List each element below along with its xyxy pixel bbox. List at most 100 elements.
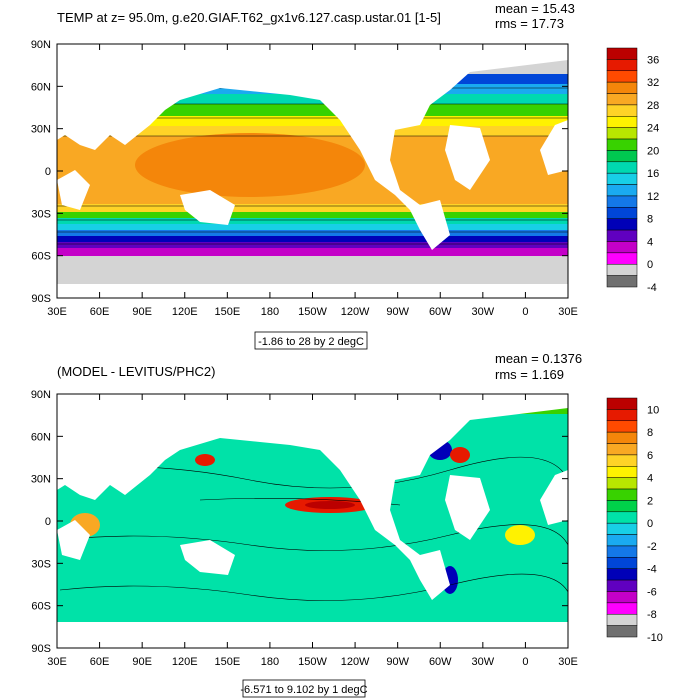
x-tick-label: 30W [472,656,495,668]
colorbar-label: -4 [647,564,657,576]
colorbar: 36 32 28 24 20 16 12 8 4 0 -4 [606,47,659,294]
colorbar-swatch [606,591,638,604]
y-tick-label: 90N [31,389,51,401]
colorbar-swatch [606,47,638,60]
colorbar-swatch [606,557,638,569]
stat-rms: rms = 17.73 [495,16,564,31]
y-tick-label: 60S [31,251,51,263]
colorbar-swatch [606,138,638,151]
range-box [242,679,366,698]
colorbar-swatch [606,443,638,456]
colorbar-label: 6 [647,450,653,462]
colorbar-swatch [606,241,638,254]
colorbar: 10 8 6 4 2 0 -2 -4 -6 -8 -10 [606,397,663,644]
colorbar-label: 36 [647,54,659,66]
colorbar-swatch [606,104,638,117]
colorbar-swatch [606,397,638,410]
colorbar-swatch [606,613,638,626]
x-tick-label: 120E [172,306,198,318]
panel-difference: (MODEL - LEVITUS/PHC2) mean = 0.1376 rms… [31,351,663,698]
x-tick-label: 150W [298,306,327,318]
colorbar-swatch [606,116,638,128]
colorbar-swatch [606,579,638,592]
x-tick-label: 60E [90,306,110,318]
colorbar-label: -10 [647,632,663,644]
colorbar-swatch [606,511,638,524]
colorbar-swatch [606,500,638,513]
colorbar-swatch [606,93,638,106]
warm-pool [135,133,365,197]
x-tick-label: 90E [132,306,152,318]
x-tick-label: 0 [522,656,528,668]
colorbar-swatch [606,477,638,490]
x-tick-label: 120W [341,656,370,668]
x-tick-label: 150W [298,656,327,668]
colorbar-label: 24 [647,123,659,135]
colorbar-swatch [606,466,638,478]
x-tick-label: 30E [558,306,578,318]
x-axis: 30E 60E 90E 120E 150E 180 150W 120W 90W 60W 30W 0 30… [47,394,578,668]
colorbar-swatch [606,420,638,433]
y-tick-label: 60N [31,81,51,93]
y-tick-label: 90S [31,293,51,305]
colorbar-swatch [606,127,638,140]
y-tick-label: 60S [31,601,51,613]
x-tick-label: 30E [47,306,67,318]
map-area [57,44,568,298]
colorbar-swatch [606,431,638,444]
y-tick-label: 0 [45,516,51,528]
colorbar-swatch [606,545,638,558]
colorbar-label: 12 [647,191,659,203]
stat-mean: mean = 15.43 [495,1,575,16]
colorbar-swatch [606,568,638,581]
x-tick-label: 90E [132,656,152,668]
stat-rms: rms = 1.169 [495,367,564,382]
colorbar-swatch [606,229,638,242]
colorbar-swatch [606,81,638,94]
panel-title: TEMP at z= 95.0m, g.e20.GIAF.T62_gx1v6.1… [57,10,441,25]
colorbar-label: 8 [647,214,653,226]
x-axis: 30E 60E 90E 120E 150E 180 150W 120W 90W 60W 30W 0 30… [47,44,578,318]
range-label: -1.86 to 28 by 2 degC [258,336,364,348]
colorbar-swatch [606,70,638,83]
colorbar-label: 8 [647,427,653,439]
colorbar-swatch [606,252,638,265]
range-box [254,331,368,350]
colorbar-swatch [606,275,638,288]
x-tick-label: 30E [47,656,67,668]
colorbar-label: -2 [647,541,657,553]
colorbar-swatch [606,218,638,231]
colorbar-swatch [606,409,638,422]
panel-temperature: TEMP at z= 95.0m, g.e20.GIAF.T62_gx1v6.1… [31,1,659,350]
colorbar-swatch [606,207,638,219]
x-tick-label: 150E [214,306,240,318]
colorbar-swatch [606,602,638,615]
range-label: -6.571 to 9.102 by 1 degC [240,684,367,696]
colorbar-label: 20 [647,145,659,157]
y-axis: 90N 60N 30N 0 30S 60S 90S [31,39,568,305]
y-tick-label: 30N [31,124,51,136]
y-tick-label: 60N [31,431,51,443]
colorbar-label: 28 [647,100,659,112]
x-tick-label: 120W [341,306,370,318]
x-tick-label: 120E [172,656,198,668]
colorbar-swatch [606,172,638,185]
colorbar-swatch [606,59,638,72]
y-tick-label: 30S [31,558,51,570]
antarctic-band [57,254,568,284]
colorbar-swatch [606,454,638,467]
land-mask [57,44,568,250]
colorbar-swatch [606,150,638,163]
colorbar-swatch [606,195,638,208]
colorbar-label: -4 [647,282,657,294]
y-tick-label: 30N [31,474,51,486]
colorbar-swatch [606,534,638,547]
colorbar-label: 2 [647,495,653,507]
x-tick-label: 60W [429,306,452,318]
colorbar-label: 32 [647,77,659,89]
x-tick-label: 180 [261,306,279,318]
colorbar-label: 4 [647,236,653,248]
y-tick-label: 30S [31,208,51,220]
colorbar-swatch [606,161,638,174]
